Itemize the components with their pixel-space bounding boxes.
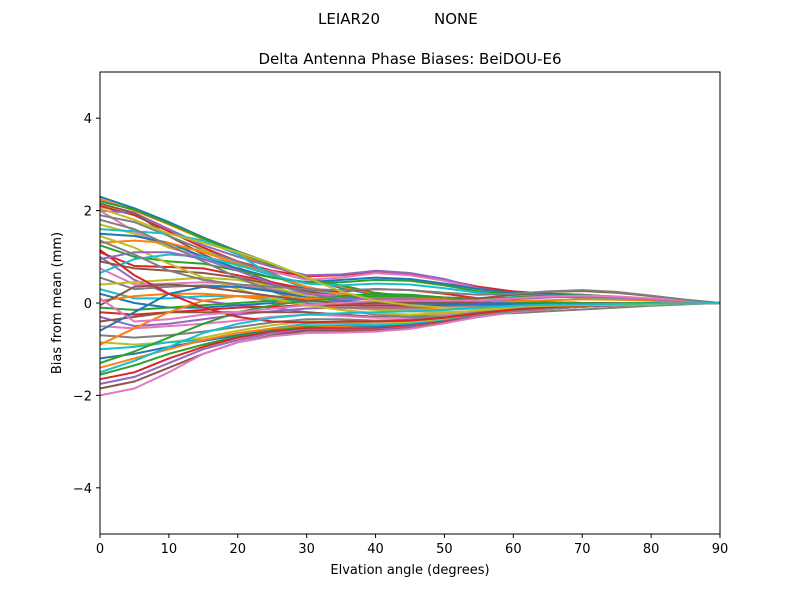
series-layer — [99, 195, 721, 397]
y-tick-label: −2 — [73, 389, 92, 404]
suptitle-right: NONE — [434, 10, 478, 28]
axes-frame — [99, 71, 721, 535]
x-tick-label: 10 — [161, 542, 178, 557]
x-tick-label: 90 — [712, 542, 729, 557]
x-tick-label: 50 — [436, 542, 453, 557]
x-tick-label: 30 — [298, 542, 315, 557]
y-tick-label: 0 — [84, 297, 92, 312]
suptitle-left: LEIAR20 — [318, 10, 380, 28]
x-axis: 0 10 20 30 40 50 60 70 80 90 — [96, 534, 728, 557]
chart-title: Delta Antenna Phase Biases: BeiDOU-E6 — [259, 50, 562, 68]
x-tick-label: 0 — [96, 542, 104, 557]
y-tick-label: 4 — [84, 112, 92, 127]
y-tick-label: −4 — [73, 482, 92, 497]
series-line-s47 — [99, 294, 721, 323]
y-axis: −4 −2 0 2 4 — [73, 112, 100, 497]
y-axis-label: Bias from mean (mm) — [50, 232, 65, 374]
x-tick-label: 60 — [505, 542, 522, 557]
x-axis-label: Elvation angle (degrees) — [330, 563, 489, 578]
x-tick-label: 40 — [367, 542, 384, 557]
x-tick-label: 20 — [230, 542, 247, 557]
x-tick-label: 70 — [574, 542, 591, 557]
series-line-s50 — [99, 302, 721, 374]
y-tick-label: 2 — [84, 205, 92, 220]
series-line-s48 — [99, 239, 721, 304]
x-tick-label: 80 — [643, 542, 660, 557]
